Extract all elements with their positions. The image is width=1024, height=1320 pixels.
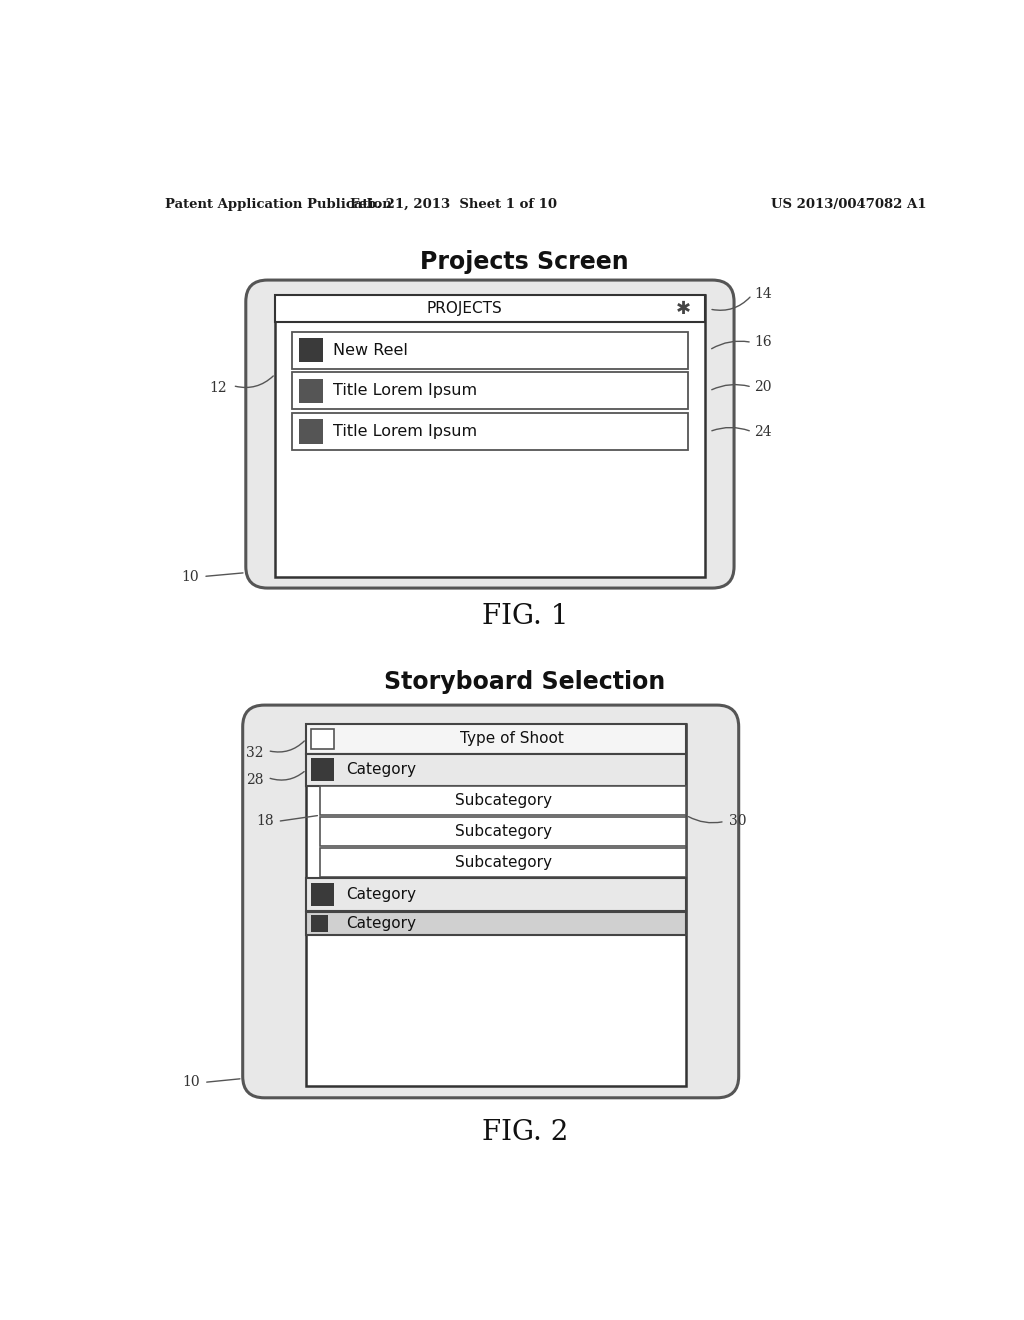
Bar bbox=[321, 785, 686, 816]
Text: Storyboard Selection: Storyboard Selection bbox=[384, 671, 666, 694]
Bar bbox=[299, 338, 324, 363]
Text: 10: 10 bbox=[181, 569, 200, 583]
Bar bbox=[311, 758, 334, 781]
Bar bbox=[299, 420, 324, 444]
Text: New Reel: New Reel bbox=[333, 343, 408, 358]
Text: Title Lorem Ipsum: Title Lorem Ipsum bbox=[333, 424, 477, 440]
Text: Subcategory: Subcategory bbox=[455, 824, 552, 840]
Text: 24: 24 bbox=[755, 425, 772, 438]
Bar bbox=[292, 413, 688, 450]
Text: Projects Screen: Projects Screen bbox=[421, 251, 629, 275]
Text: Type of Shoot: Type of Shoot bbox=[460, 731, 563, 747]
Bar bbox=[275, 296, 706, 322]
Bar bbox=[306, 912, 686, 936]
Text: Category: Category bbox=[346, 762, 417, 777]
FancyBboxPatch shape bbox=[243, 705, 738, 1098]
Text: Subcategory: Subcategory bbox=[455, 793, 552, 808]
Text: Feb. 21, 2013  Sheet 1 of 10: Feb. 21, 2013 Sheet 1 of 10 bbox=[350, 198, 557, 211]
Text: 18: 18 bbox=[256, 814, 273, 829]
Text: PROJECTS: PROJECTS bbox=[427, 301, 503, 317]
Text: 20: 20 bbox=[755, 380, 772, 395]
Text: 12: 12 bbox=[210, 381, 227, 395]
Bar bbox=[306, 725, 686, 1086]
Bar bbox=[292, 331, 688, 368]
Text: Category: Category bbox=[346, 887, 417, 902]
Bar bbox=[306, 725, 686, 754]
Text: FIG. 2: FIG. 2 bbox=[481, 1119, 568, 1146]
Bar bbox=[299, 379, 324, 404]
Text: Title Lorem Ipsum: Title Lorem Ipsum bbox=[333, 383, 477, 399]
Bar bbox=[311, 729, 334, 748]
Bar bbox=[275, 296, 706, 577]
Bar bbox=[306, 878, 686, 911]
Text: US 2013/0047082 A1: US 2013/0047082 A1 bbox=[771, 198, 927, 211]
Text: 14: 14 bbox=[755, 286, 772, 301]
Text: 16: 16 bbox=[755, 335, 772, 350]
Bar bbox=[311, 883, 334, 906]
Text: 10: 10 bbox=[182, 1076, 200, 1089]
FancyBboxPatch shape bbox=[246, 280, 734, 589]
Text: Category: Category bbox=[346, 916, 417, 932]
Bar bbox=[321, 817, 686, 846]
Text: 30: 30 bbox=[729, 814, 746, 829]
Bar bbox=[306, 754, 686, 785]
Text: ✱: ✱ bbox=[676, 300, 691, 318]
Text: 28: 28 bbox=[246, 772, 263, 787]
Text: Subcategory: Subcategory bbox=[455, 854, 552, 870]
Bar bbox=[311, 915, 328, 932]
Text: 32: 32 bbox=[246, 746, 263, 760]
Text: Patent Application Publication: Patent Application Publication bbox=[165, 198, 392, 211]
Text: FIG. 1: FIG. 1 bbox=[481, 603, 568, 630]
Bar bbox=[321, 847, 686, 876]
Bar bbox=[292, 372, 688, 409]
